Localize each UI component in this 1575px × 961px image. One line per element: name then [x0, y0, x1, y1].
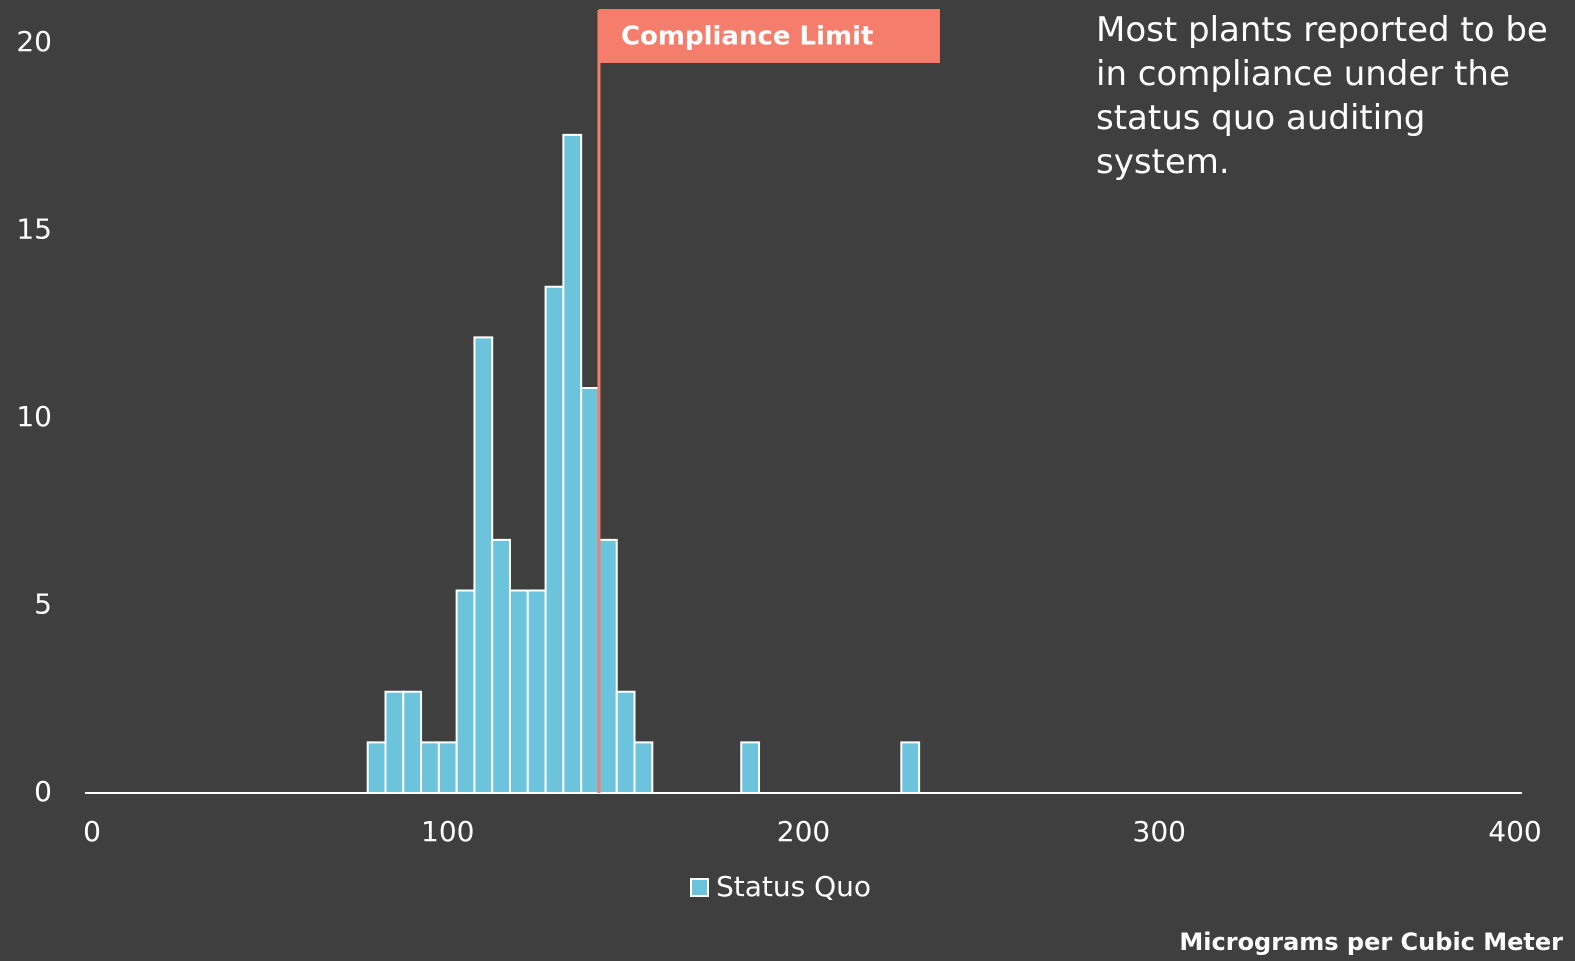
x-tick-label: 200 — [777, 815, 830, 848]
reference-label-box — [598, 9, 940, 63]
bar — [900, 741, 921, 794]
y-tick-label: 5 — [34, 588, 52, 621]
legend-label: Status Quo — [716, 870, 871, 903]
bar — [473, 336, 494, 794]
x-tick-label: 100 — [421, 815, 474, 848]
y-tick-label: 0 — [34, 775, 52, 808]
bar — [366, 741, 387, 794]
y-tick-label: 20 — [16, 25, 52, 58]
bar — [597, 538, 618, 794]
bar — [615, 690, 636, 794]
bar — [562, 133, 583, 794]
bar — [544, 285, 565, 794]
y-tick-label: 15 — [16, 213, 52, 246]
legend-swatch — [690, 878, 709, 897]
bar — [526, 589, 547, 794]
annotation: Most plants reported to be in compliance… — [1096, 10, 1548, 182]
bar — [437, 741, 458, 794]
x-axis-label: Micrograms per Cubic Meter — [1179, 928, 1563, 956]
y-tick-label: 10 — [16, 400, 52, 433]
bar — [402, 690, 423, 794]
bar — [491, 538, 512, 794]
bar — [580, 387, 600, 794]
x-tick-label: 400 — [1488, 815, 1541, 848]
bar — [420, 741, 440, 794]
reference-label: Compliance Limit — [621, 22, 874, 52]
bar — [384, 690, 405, 794]
x-tick-label: 300 — [1133, 815, 1186, 848]
bar — [455, 589, 476, 794]
x-tick-label: 0 — [83, 815, 101, 848]
bar — [740, 741, 761, 794]
bar — [633, 741, 654, 794]
bar — [509, 589, 529, 794]
